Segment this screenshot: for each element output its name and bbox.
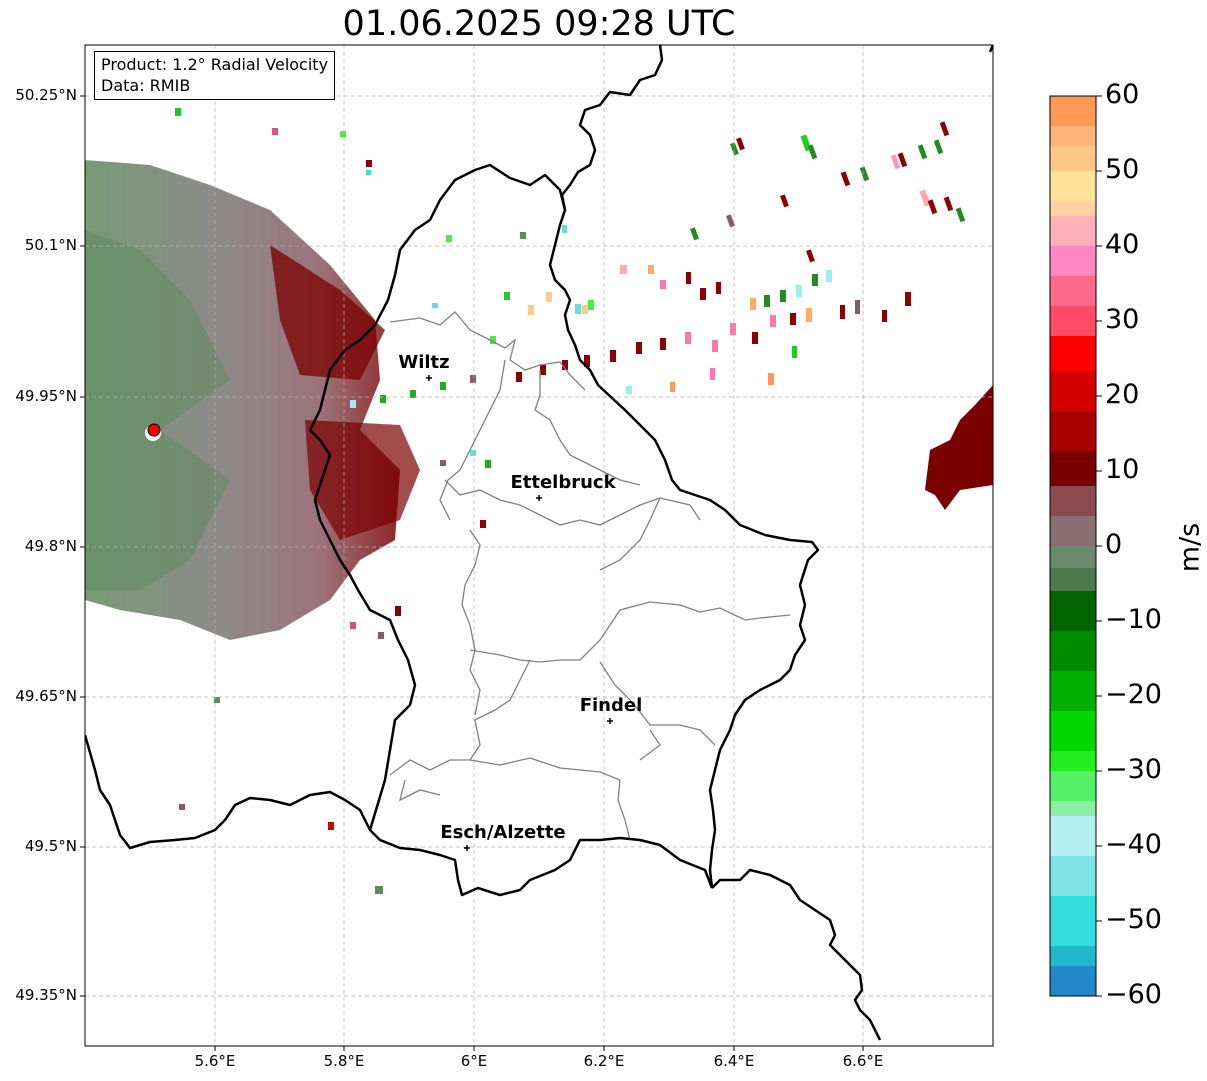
colorbar-tick-label: −50 <box>1105 904 1162 935</box>
lat-tick-label: 50.1°N <box>24 236 77 254</box>
colorbar-tick-label: −30 <box>1105 754 1162 785</box>
colorbar-tick-label: 20 <box>1105 379 1140 410</box>
colorbar-tick-label: 30 <box>1105 304 1140 335</box>
radar-echo-red-north <box>270 245 385 380</box>
map-frame <box>84 44 994 1047</box>
lat-tick-label: 50.25°N <box>15 86 77 104</box>
radar-echo-core <box>85 230 230 590</box>
colorbar-tick-label: 60 <box>1105 79 1140 110</box>
lat-tick-label: 49.35°N <box>15 986 77 1004</box>
data-source-label: Data: RMIB <box>101 76 191 95</box>
radar-scatter <box>175 108 526 894</box>
city-label-findel: Findel <box>580 695 643 716</box>
colorbar-tick-label: −60 <box>1105 979 1162 1010</box>
colorbar-tick-label: −20 <box>1105 679 1162 710</box>
lat-tick-label: 49.95°N <box>15 387 77 405</box>
product-info-box: Product: 1.2° Radial Velocity Data: RMIB <box>94 51 336 100</box>
lon-tick-label: 6.4°E <box>713 1052 755 1070</box>
lon-tick-label: 5.6°E <box>194 1052 236 1070</box>
city-label-wiltz: Wiltz <box>398 352 449 373</box>
country-borders <box>85 45 993 1041</box>
city-label-esch-alzette: Esch/Alzette <box>440 822 565 843</box>
lon-tick-label: 6.2°E <box>583 1052 625 1070</box>
colorbar-tick-label: 40 <box>1105 229 1140 260</box>
lon-tick-label: 6.6°E <box>842 1052 884 1070</box>
radar-site-marker <box>145 423 161 441</box>
colorbar <box>1049 95 1102 997</box>
lon-tick-label: 6°E <box>460 1052 488 1070</box>
canton-borders <box>389 311 791 841</box>
city-label-ettelbruck: Ettelbruck <box>510 472 616 493</box>
radar-echo-east <box>925 385 993 510</box>
colorbar-tick-label: 50 <box>1105 154 1140 185</box>
product-label: Product: 1.2° Radial Velocity <box>101 55 329 74</box>
city-markers <box>426 375 613 851</box>
colorbar-tick-label: −40 <box>1105 829 1162 860</box>
colorbar-tick-label: −10 <box>1105 604 1162 635</box>
lon-tick-label: 5.8°E <box>323 1052 365 1070</box>
lat-tick-label: 49.5°N <box>24 837 77 855</box>
colorbar-tick-label: 0 <box>1105 529 1123 560</box>
radar-echo-red-south <box>305 420 420 540</box>
radar-streaks <box>350 121 966 408</box>
lat-tick-label: 49.65°N <box>15 687 77 705</box>
lat-tick-label: 49.8°N <box>24 537 77 555</box>
map-title: 01.06.2025 09:28 UTC <box>342 4 736 44</box>
colorbar-unit-label: m/s <box>1174 522 1206 573</box>
colorbar-tick-label: 10 <box>1105 454 1140 485</box>
